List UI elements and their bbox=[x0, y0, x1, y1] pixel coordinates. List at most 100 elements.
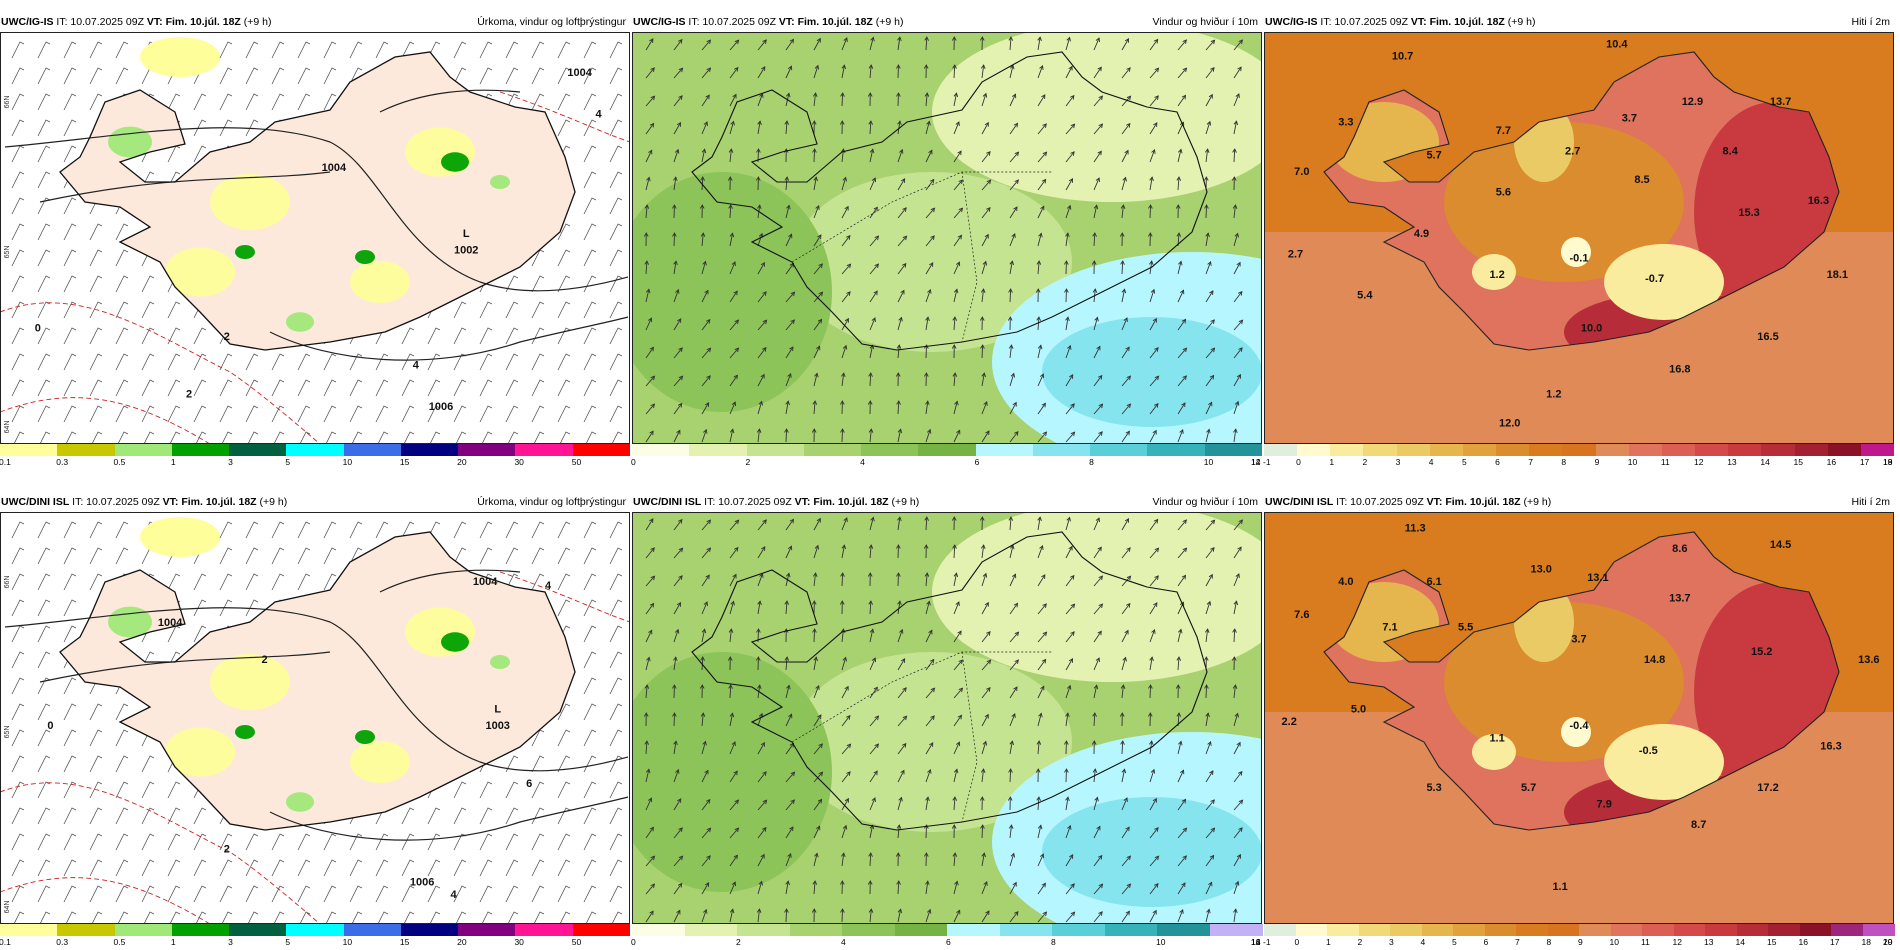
legend-color-swatch bbox=[1799, 924, 1832, 936]
legend-tick-label: 2 bbox=[745, 457, 751, 467]
panel-wind-ig-is: UWC/IG-IS IT: 10.07.2025 09Z VT: Fim. 10… bbox=[631, 12, 1263, 467]
latitude-label: 66N bbox=[4, 576, 11, 589]
legend-color-swatch bbox=[1396, 444, 1431, 456]
legend-color-swatch bbox=[1264, 924, 1296, 936]
init-time: IT: 10.07.2025 09Z bbox=[1333, 496, 1427, 508]
legend-color-swatch bbox=[572, 444, 631, 456]
legend-color-swatch bbox=[114, 444, 173, 456]
legend-tick-label: 10 bbox=[342, 457, 353, 467]
panel-temp-dini-isl: UWC/DINI ISL IT: 10.07.2025 09Z VT: Fim.… bbox=[1263, 492, 1895, 947]
legend-tick-label: 15 bbox=[399, 457, 410, 467]
legend-color-swatch bbox=[1330, 444, 1364, 456]
model-name: UWC/IG-IS bbox=[1, 16, 54, 28]
glacier-cold-area bbox=[1604, 244, 1724, 320]
valid-time: VT: Fim. 10.júl. 18Z bbox=[778, 16, 873, 28]
legend-tick-label: 12 bbox=[1694, 457, 1704, 467]
color-legend: -1 0 1 2 3 4 5 6 7 8 9 10 11 12 13 14 15 16 17 18 19 bbox=[1263, 444, 1895, 467]
coastline bbox=[691, 531, 1208, 831]
panel-title: Hiti í 2m bbox=[1851, 16, 1890, 28]
precip-offshore bbox=[140, 517, 220, 557]
value-label: 8.4 bbox=[1723, 145, 1739, 157]
valid-time: VT: Fim. 10.júl. 18Z bbox=[794, 496, 889, 508]
value-labels: 1004 1004 L 1002 1006 4 2 0 2 4 bbox=[35, 67, 603, 413]
legend-color-swatch bbox=[114, 924, 173, 936]
value-label: 7.9 bbox=[1597, 798, 1612, 810]
legend-color-swatch bbox=[1363, 444, 1398, 456]
legend-color-swatch bbox=[1421, 924, 1454, 936]
value-label: 10.0 bbox=[1581, 323, 1602, 335]
panel-wind-dini-isl: UWC/DINI ISL IT: 10.07.2025 09Z VT: Fim.… bbox=[631, 492, 1263, 947]
value-label: 5.7 bbox=[1426, 150, 1441, 162]
value-label: 1002 bbox=[454, 244, 478, 256]
legend-tick-label: 0.3 bbox=[56, 937, 69, 947]
value-label: 5.6 bbox=[1496, 187, 1511, 199]
legend-color-swatch bbox=[1295, 924, 1328, 936]
legend-color-swatch bbox=[1090, 444, 1148, 456]
legend-color-swatch bbox=[343, 924, 402, 936]
panel-precip-ig-is: UWC/IG-IS IT: 10.07.2025 09Z VT: Fim. 10… bbox=[0, 12, 631, 467]
legend-color-swatch bbox=[1728, 444, 1762, 456]
coastline bbox=[1323, 51, 1840, 351]
wind-field bbox=[632, 32, 1262, 444]
panel-header: UWC/DINI ISL IT: 10.07.2025 09Z VT: Fim.… bbox=[1264, 492, 1894, 512]
value-label: -0.5 bbox=[1639, 745, 1658, 757]
legend-tick-label: 0.3 bbox=[56, 457, 69, 467]
legend-tick-label: 9 bbox=[1578, 937, 1583, 947]
panel-title: Úrkoma, vindur og loftþrýstingur bbox=[477, 16, 626, 28]
legend-color-swatch bbox=[1297, 444, 1331, 456]
value-label: 2 bbox=[186, 388, 192, 400]
legend-tick-label: 2 bbox=[736, 937, 741, 947]
value-label: 2 bbox=[262, 654, 268, 666]
legend-color-swatch bbox=[572, 924, 631, 936]
legend-color-swatch bbox=[1147, 444, 1206, 456]
legend-tick-label: 13 bbox=[1727, 457, 1737, 467]
forecast-offset: (+9 h) bbox=[240, 16, 272, 28]
legend-color-swatch bbox=[975, 444, 1034, 456]
legend-tick-label: 10 bbox=[1627, 457, 1638, 467]
value-label: 1.1 bbox=[1552, 881, 1567, 893]
value-label: 11.3 bbox=[1405, 522, 1426, 534]
value-label: 14.5 bbox=[1770, 539, 1791, 551]
legend-color-swatch bbox=[1695, 444, 1729, 456]
legend-tick-label: 14 bbox=[1735, 937, 1745, 947]
legend-tick-label: 8 bbox=[1051, 937, 1056, 947]
legend-color-swatch bbox=[684, 924, 738, 936]
wind-field bbox=[632, 512, 1262, 924]
panel-info: UWC/IG-IS IT: 10.07.2025 09Z VT: Fim. 10… bbox=[1265, 12, 1536, 32]
legend-tick-label: 0.1 bbox=[0, 457, 11, 467]
legend-color-swatch bbox=[789, 924, 843, 936]
latitude-label: 65N bbox=[4, 726, 11, 739]
legend-tick-label: 3 bbox=[1395, 457, 1401, 467]
legend-color-swatch bbox=[1204, 444, 1263, 456]
legend-tick-label: 2 bbox=[1362, 457, 1368, 467]
legend-tick-label: 15 bbox=[1767, 937, 1777, 947]
legend-color-swatch bbox=[1209, 924, 1263, 936]
panel-info: UWC/DINI ISL IT: 10.07.2025 09Z VT: Fim.… bbox=[1, 492, 287, 512]
value-labels: 1004 1004 L 1003 1006 4 2 0 2 4 6 bbox=[47, 576, 552, 901]
value-label: 4 bbox=[595, 108, 602, 120]
legend-color-swatch bbox=[1496, 444, 1530, 456]
legend-color-swatch bbox=[1673, 924, 1706, 936]
panel-header: UWC/IG-IS IT: 10.07.2025 09Z VT: Fim. 10… bbox=[0, 12, 630, 32]
legend-tick-label: 16 bbox=[1798, 937, 1808, 947]
legend-tick-label: 3 bbox=[228, 457, 233, 467]
forecast-offset: (+9 h) bbox=[888, 496, 920, 508]
legend-color-swatch bbox=[1429, 444, 1464, 456]
legend-tick-label: 10 bbox=[1156, 937, 1166, 947]
value-label: 5.4 bbox=[1357, 290, 1373, 302]
color-legend: 0.1 0.3 0.5 1 3 5 10 15 20 30 50 bbox=[0, 444, 631, 467]
value-label: 3.7 bbox=[1571, 634, 1586, 646]
legend-color-swatch bbox=[0, 924, 58, 936]
legend-color-swatch bbox=[286, 444, 345, 456]
value-label: 4 bbox=[545, 580, 552, 592]
legend-color-swatch bbox=[1768, 924, 1800, 936]
panel-info: UWC/IG-IS IT: 10.07.2025 09Z VT: Fim. 10… bbox=[633, 12, 904, 32]
legend-color-swatch bbox=[737, 924, 790, 936]
value-label: 10.4 bbox=[1606, 38, 1628, 50]
legend-tick-label: 19 bbox=[1883, 457, 1893, 467]
legend-color-swatch bbox=[746, 444, 805, 456]
coastline bbox=[1323, 531, 1840, 831]
legend-tick-label: 7 bbox=[1528, 457, 1533, 467]
legend-color-swatch bbox=[458, 444, 516, 456]
legend-color-swatch bbox=[1547, 924, 1580, 936]
